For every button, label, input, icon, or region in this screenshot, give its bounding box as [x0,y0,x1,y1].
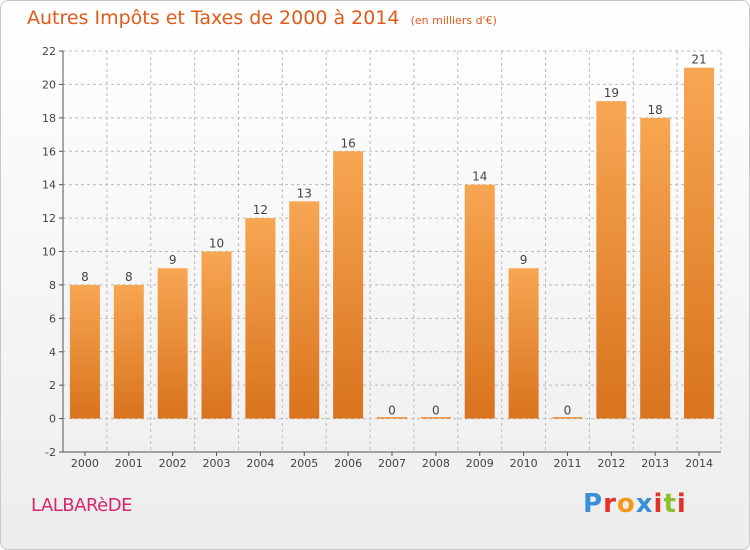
y-tick-label: 16 [42,145,56,158]
x-tick-label: 2014 [685,457,713,470]
logo-letter: i [677,489,687,519]
data-label: 12 [253,203,268,217]
data-label: 0 [432,404,440,418]
x-tick-label: 2002 [159,457,187,470]
x-tick-label: 2012 [597,457,625,470]
data-label: 14 [472,170,487,184]
bar-2010 [509,268,539,418]
data-label: 9 [169,253,177,267]
x-tick-label: 2011 [553,457,581,470]
y-tick-label: 12 [42,212,56,225]
chart-frame: Autres Impôts et Taxes de 2000 à 2014 (e… [0,0,750,550]
commune-name: LALBARèDE [31,495,132,516]
bar-2000 [70,285,100,419]
data-label: 19 [604,86,619,100]
logo-letter: P [583,489,603,519]
y-tick-label: 8 [49,279,56,292]
y-tick-label: 4 [49,346,56,359]
data-label: 13 [297,186,312,200]
data-label: 8 [81,270,89,284]
bar-2002 [158,268,188,418]
bar-2005 [289,201,319,418]
x-tick-label: 2010 [510,457,538,470]
y-tick-label: 20 [42,78,56,91]
y-tick-label: 22 [42,45,56,58]
data-label: 8 [125,270,133,284]
bar-2001 [114,285,144,419]
y-tick-label: 2 [49,379,56,392]
x-tick-label: 2013 [641,457,669,470]
data-label: 18 [648,103,663,117]
bar-2004 [245,218,275,418]
data-label: 9 [520,253,528,267]
logo-letter: t [663,489,676,519]
y-tick-label: 10 [42,246,56,259]
logo-letter: r [603,489,617,519]
x-tick-label: 2001 [115,457,143,470]
x-tick-label: 2007 [378,457,406,470]
data-label: 10 [209,237,224,251]
bar-2012 [596,101,626,418]
logo-letter: i [654,489,664,519]
bar-2006 [333,151,363,418]
bar-2014 [684,68,714,419]
bar-2003 [202,252,232,419]
y-tick-label: 0 [49,413,56,426]
data-label: 0 [388,404,396,418]
logo-letter: x [636,489,654,519]
y-tick-label: 14 [42,179,56,192]
bar-chart: -2 0 2 4 6 8 10 12 14 16 18 20 22 2000 2001 2002 2003 200… [1,1,750,550]
proxiti-logo[interactable]: Proxiti [583,489,687,519]
data-label: 0 [564,404,572,418]
x-tick-label: 2003 [203,457,231,470]
x-tick-label: 2006 [334,457,362,470]
y-tick-label: 6 [49,312,56,325]
x-tick-label: 2008 [422,457,450,470]
x-tick-label: 2005 [290,457,318,470]
data-label: 21 [691,53,706,67]
x-tick-label: 2004 [246,457,274,470]
bar-2009 [465,185,495,419]
y-tick-label: -2 [45,446,56,459]
y-tick-label: 18 [42,112,56,125]
bar-2013 [640,118,670,419]
x-tick-label: 2009 [466,457,494,470]
data-label: 16 [340,136,355,150]
logo-letter: o [617,489,636,519]
x-tick-label: 2000 [71,457,99,470]
